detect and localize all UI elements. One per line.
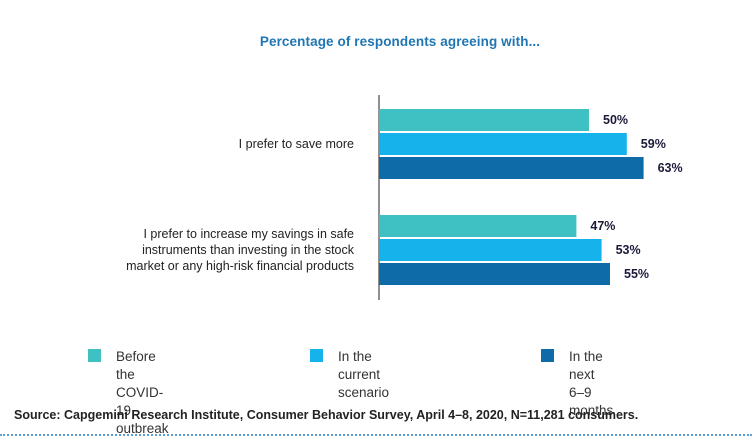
data-label: 53% bbox=[616, 243, 641, 257]
bar bbox=[379, 239, 602, 261]
data-label: 50% bbox=[603, 113, 628, 127]
bar bbox=[379, 263, 610, 285]
category-label: instruments than investing in the stock bbox=[142, 243, 355, 257]
category-label: market or any high-risk financial produc… bbox=[126, 259, 354, 273]
chart-title: Percentage of respondents agreeing with.… bbox=[259, 34, 541, 49]
data-label: 55% bbox=[624, 267, 649, 281]
legend-swatch-current bbox=[310, 349, 323, 362]
data-label: 63% bbox=[658, 161, 683, 175]
bar bbox=[379, 215, 577, 237]
source-note: Source: Capgemini Research Institute, Co… bbox=[14, 408, 639, 422]
bar bbox=[379, 109, 589, 131]
legend-label-before: Before the COVID-19 outbreak bbox=[116, 349, 169, 436]
category-label: I prefer to save more bbox=[239, 137, 354, 151]
bar bbox=[379, 133, 627, 155]
bar bbox=[379, 157, 644, 179]
legend-label-next: In the next 6–9 months bbox=[569, 349, 614, 418]
data-label: 59% bbox=[641, 137, 666, 151]
legend-swatch-next bbox=[541, 349, 554, 362]
legend-swatch-before bbox=[88, 349, 101, 362]
legend-label-current: In the current scenario bbox=[338, 349, 390, 400]
data-label: 47% bbox=[590, 219, 615, 233]
category-label: I prefer to increase my savings in safe bbox=[143, 227, 354, 241]
dotted-divider bbox=[0, 434, 752, 436]
bar-chart: I prefer to save more 50% 59% 63% I prefer t… bbox=[126, 95, 683, 300]
